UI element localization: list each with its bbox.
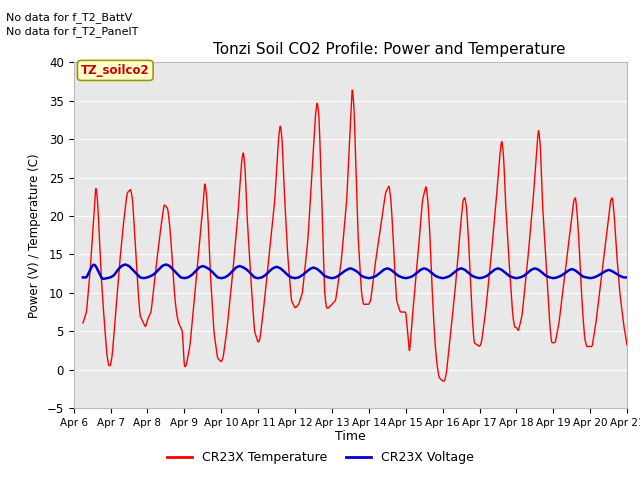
- Text: TZ_soilco2: TZ_soilco2: [81, 64, 150, 77]
- Y-axis label: Power (V) / Temperature (C): Power (V) / Temperature (C): [28, 153, 41, 317]
- X-axis label: Time: Time: [335, 431, 366, 444]
- Text: No data for f_T2_PanelT: No data for f_T2_PanelT: [6, 26, 139, 37]
- Title: Tonzi Soil CO2 Profile: Power and Temperature: Tonzi Soil CO2 Profile: Power and Temper…: [213, 42, 565, 57]
- Legend: CR23X Temperature, CR23X Voltage: CR23X Temperature, CR23X Voltage: [161, 446, 479, 469]
- Text: No data for f_T2_BattV: No data for f_T2_BattV: [6, 12, 132, 23]
